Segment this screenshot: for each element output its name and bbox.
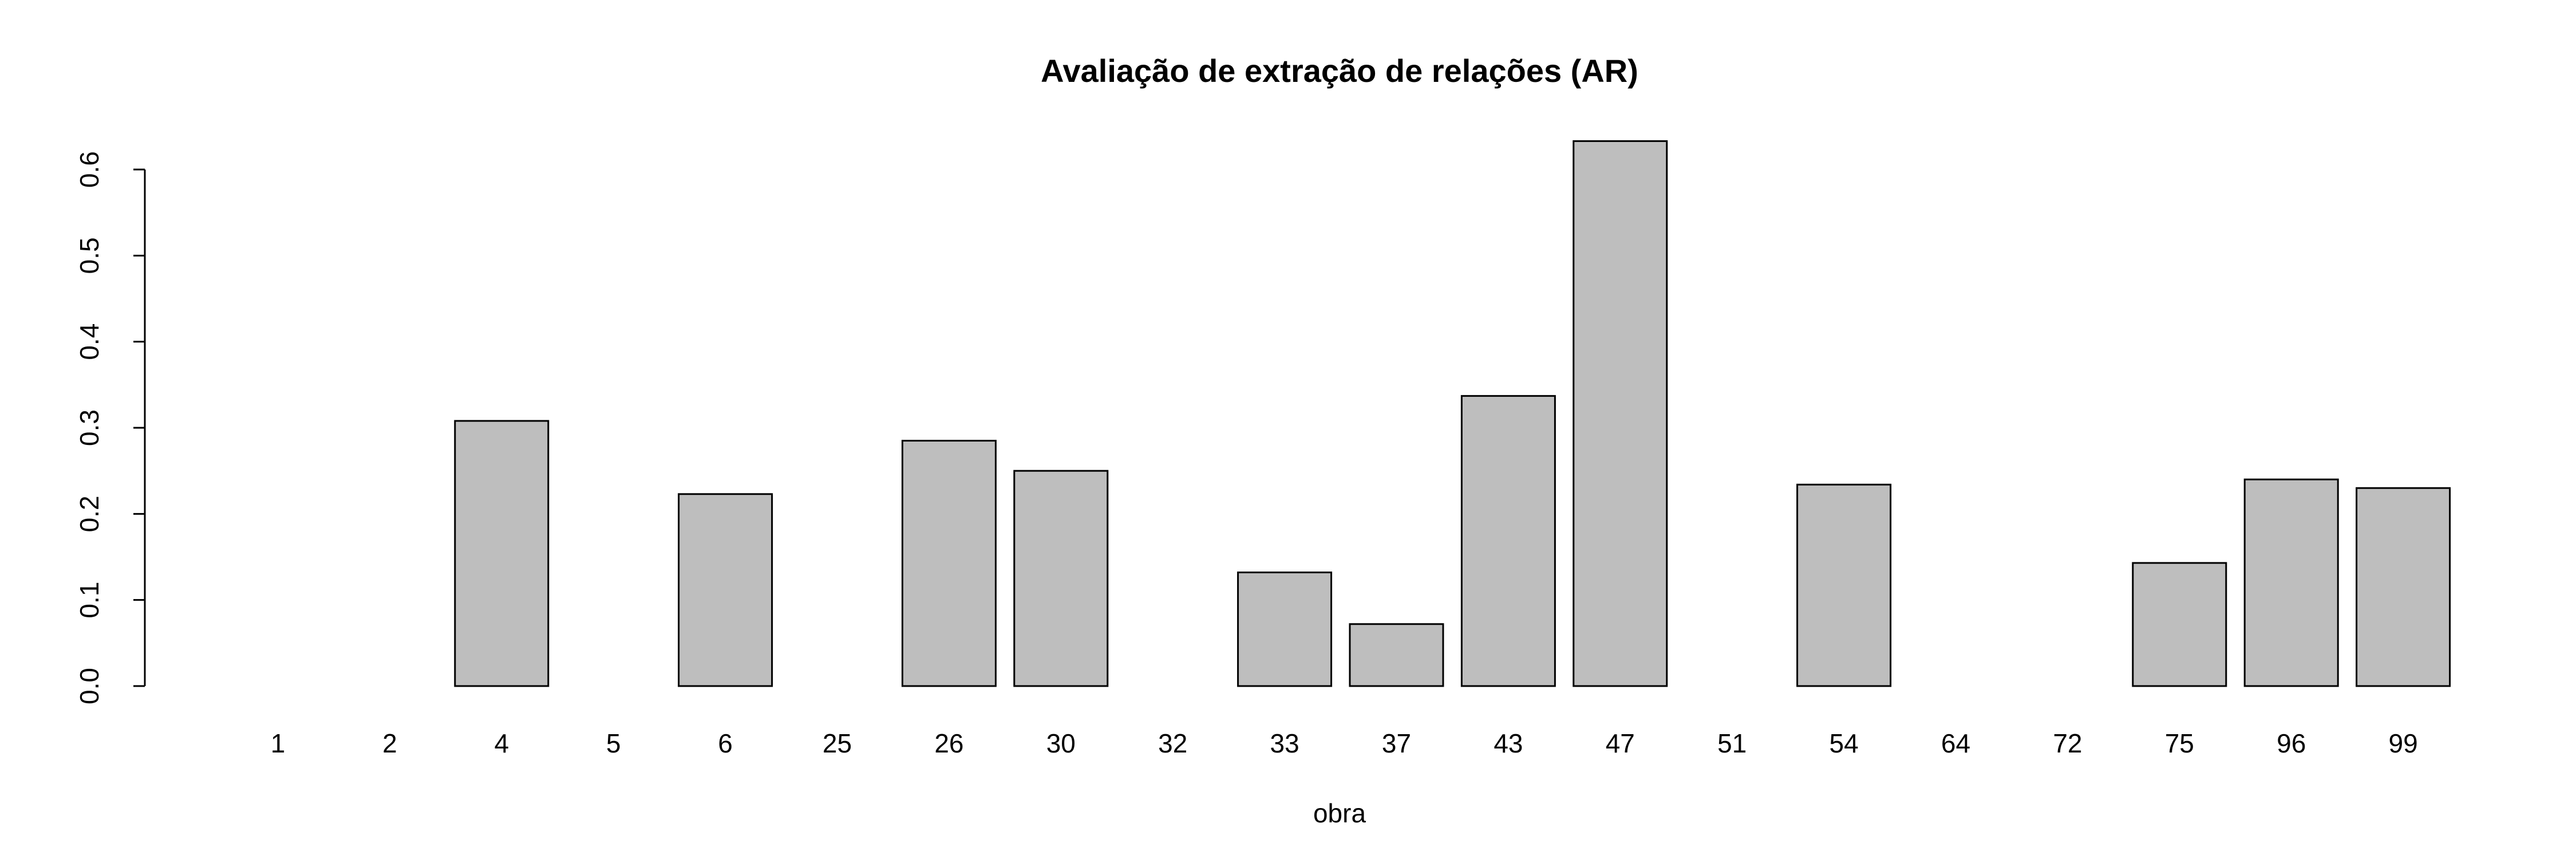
y-tick-label: 0.0: [74, 668, 104, 704]
bar: [901, 440, 997, 687]
x-tick-label: 75: [2165, 728, 2194, 758]
x-tick-label: 37: [1382, 728, 1411, 758]
x-tick-label: 47: [1606, 728, 1635, 758]
x-tick-label: 6: [718, 728, 733, 758]
y-tick-label: 0.4: [74, 324, 104, 360]
bar: [1460, 395, 1556, 687]
chart-title: Avaliação de extração de relações (AR): [1041, 53, 1638, 89]
x-tick-label: 4: [495, 728, 509, 758]
bar: [1237, 572, 1333, 687]
y-tick-label: 0.3: [74, 409, 104, 446]
bar: [1573, 140, 1668, 687]
bar: [2243, 478, 2339, 687]
x-tick-label: 26: [934, 728, 963, 758]
bar: [1013, 470, 1109, 687]
x-tick-label: 96: [2277, 728, 2306, 758]
bar: [454, 420, 550, 687]
bar: [2132, 562, 2227, 687]
x-tick-label: 72: [2053, 728, 2082, 758]
y-tick-label: 0.2: [74, 495, 104, 532]
x-tick-label: 2: [382, 728, 397, 758]
x-axis-label: obra: [1313, 798, 1366, 828]
x-tick-label: 51: [1717, 728, 1747, 758]
x-tick-label: 33: [1270, 728, 1299, 758]
x-tick-label: 25: [823, 728, 852, 758]
y-tick-label: 0.1: [74, 582, 104, 618]
bar: [2356, 487, 2451, 687]
bar: [1349, 623, 1444, 687]
x-tick-label: 5: [606, 728, 621, 758]
y-tick-label: 0.5: [74, 237, 104, 274]
x-tick-label: 54: [1830, 728, 1859, 758]
x-tick-label: 64: [1941, 728, 1970, 758]
x-tick-label: 30: [1046, 728, 1076, 758]
x-tick-label: 1: [271, 728, 286, 758]
x-tick-label: 43: [1494, 728, 1523, 758]
bar: [1796, 483, 1892, 687]
y-tick-label: 0.6: [74, 151, 104, 188]
bar: [678, 493, 773, 687]
x-tick-label: 32: [1158, 728, 1187, 758]
x-tick-label: 99: [2389, 728, 2418, 758]
